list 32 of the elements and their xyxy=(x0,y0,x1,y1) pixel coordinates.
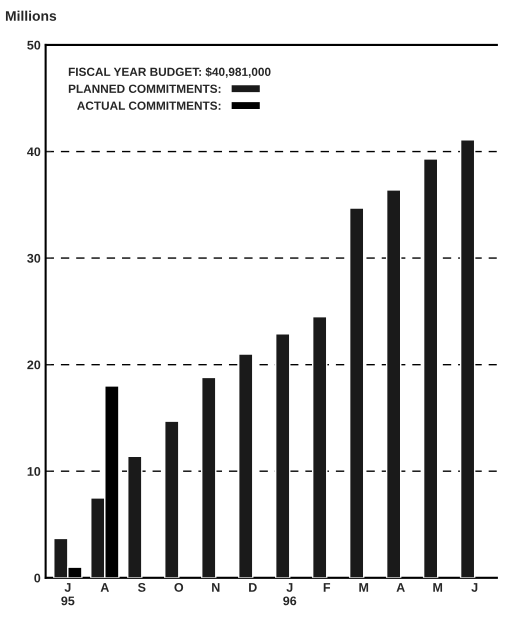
y-tick-label: 30 xyxy=(27,254,40,263)
y-tick-label: 10 xyxy=(28,467,40,476)
bar xyxy=(460,139,476,578)
x-tick-label: S xyxy=(138,582,146,592)
bar xyxy=(348,207,364,578)
legend-title: FISCAL YEAR BUDGET: $40,981,000 xyxy=(68,67,271,78)
bar xyxy=(312,316,328,578)
bar xyxy=(201,376,216,578)
bar xyxy=(238,353,254,578)
bar xyxy=(164,420,180,578)
bar xyxy=(422,158,438,578)
x-tick-label: M xyxy=(433,583,442,592)
y-tick-label: 20 xyxy=(27,360,40,370)
bar xyxy=(386,189,402,578)
y-axis-title: Millions xyxy=(6,10,56,21)
x-tick-label: N xyxy=(212,583,220,592)
bar xyxy=(274,333,290,578)
x-tick-label: A xyxy=(396,583,405,592)
y-tick-label: 40 xyxy=(27,147,40,156)
legend-label: PLANNED COMMITMENTS: xyxy=(68,84,220,93)
x-tick-label: A xyxy=(100,583,109,592)
x-tick-label: J xyxy=(471,583,478,592)
x-tick-label: D xyxy=(249,583,257,592)
x-tick-label: J 95 xyxy=(61,583,74,606)
x-tick-label: O xyxy=(174,582,184,592)
bar xyxy=(127,456,142,578)
x-tick-label: J 96 xyxy=(283,583,296,606)
y-tick-label: 50 xyxy=(27,40,40,50)
legend-label: ACTUAL COMMITMENTS: xyxy=(77,102,220,110)
x-tick-label: M xyxy=(359,583,368,592)
y-tick-label: 0 xyxy=(34,574,40,582)
x-tick-label: F xyxy=(324,583,330,592)
